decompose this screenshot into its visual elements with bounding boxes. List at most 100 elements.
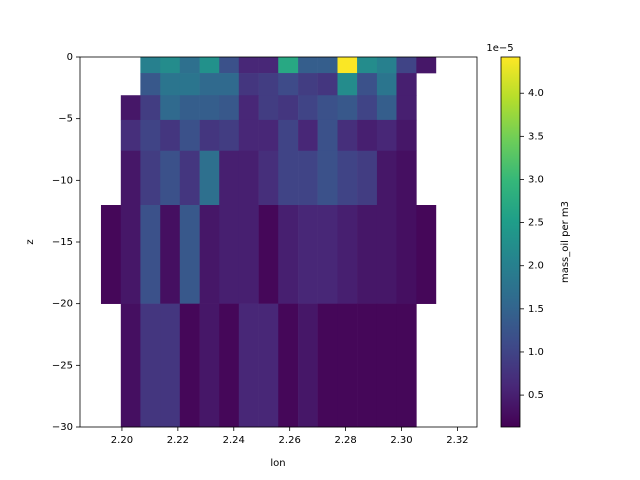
heatmap-cell bbox=[357, 205, 378, 304]
heatmap-cell bbox=[199, 119, 220, 152]
heatmap-cell bbox=[238, 119, 259, 152]
heatmap-cell bbox=[337, 150, 358, 206]
heatmap-cell bbox=[140, 303, 161, 428]
heatmap-cell bbox=[238, 95, 259, 121]
heatmap-cell bbox=[298, 73, 318, 96]
y-tick-label: −25 bbox=[52, 360, 73, 371]
heatmap-cell bbox=[376, 303, 397, 428]
heatmap-cell bbox=[337, 73, 358, 96]
heatmap bbox=[100, 57, 437, 428]
heatmap-cell bbox=[219, 73, 240, 96]
heatmap-cell bbox=[317, 303, 338, 428]
heatmap-cell bbox=[179, 95, 200, 121]
heatmap-cell bbox=[258, 57, 279, 74]
heatmap-cell bbox=[298, 150, 318, 206]
colorbar-tick-label: 2.5 bbox=[528, 218, 544, 229]
heatmap-cell bbox=[160, 150, 181, 206]
heatmap-cell bbox=[219, 57, 240, 74]
heatmap-cell bbox=[160, 57, 181, 74]
heatmap-cell bbox=[120, 95, 141, 121]
x-tick-label: 2.26 bbox=[279, 435, 301, 446]
heatmap-cell bbox=[100, 205, 122, 304]
heatmap-cell bbox=[278, 150, 299, 206]
heatmap-cell bbox=[298, 95, 318, 121]
heatmap-cell bbox=[258, 205, 279, 304]
heatmap-cell bbox=[199, 57, 220, 74]
heatmap-cell bbox=[357, 150, 378, 206]
heatmap-cell bbox=[258, 303, 279, 428]
y-tick-label: 0 bbox=[67, 52, 73, 63]
heatmap-cell bbox=[219, 119, 240, 152]
y-tick-label: −30 bbox=[52, 422, 73, 433]
heatmap-cell bbox=[140, 150, 161, 206]
x-tick-label: 2.30 bbox=[390, 435, 412, 446]
x-tick-label: 2.28 bbox=[334, 435, 356, 446]
heatmap-cell bbox=[376, 57, 397, 74]
heatmap-cell bbox=[258, 119, 279, 152]
heatmap-cell bbox=[199, 95, 220, 121]
heatmap-cell bbox=[219, 150, 240, 206]
heatmap-cell bbox=[120, 303, 141, 428]
heatmap-cell bbox=[278, 303, 299, 428]
heatmap-cell bbox=[140, 205, 161, 304]
heatmap-cell bbox=[396, 95, 417, 121]
heatmap-cell bbox=[298, 205, 318, 304]
heatmap-cell bbox=[238, 57, 259, 74]
heatmap-cell bbox=[317, 119, 338, 152]
heatmap-cell bbox=[199, 303, 220, 428]
y-tick-label: −10 bbox=[52, 175, 73, 186]
heatmap-cell bbox=[376, 119, 397, 152]
y-axis-label: z bbox=[25, 239, 36, 244]
heatmap-cell bbox=[219, 303, 240, 428]
x-tick-label: 2.22 bbox=[167, 435, 189, 446]
heatmap-cell bbox=[337, 303, 358, 428]
heatmap-cell bbox=[396, 57, 417, 74]
heatmap-cell bbox=[258, 73, 279, 96]
heatmap-cell bbox=[140, 57, 161, 74]
heatmap-cell bbox=[317, 73, 338, 96]
heatmap-cell bbox=[376, 95, 397, 121]
heatmap-cell bbox=[179, 73, 200, 96]
colorbar-tick-label: 1.0 bbox=[528, 347, 544, 358]
colorbar-tick-label: 1.5 bbox=[528, 304, 544, 315]
y-tick-label: −15 bbox=[52, 237, 73, 248]
heatmap-cell bbox=[317, 205, 338, 304]
heatmap-cell bbox=[416, 205, 437, 304]
heatmap-cell bbox=[376, 205, 397, 304]
heatmap-cell bbox=[238, 205, 259, 304]
heatmap-cell bbox=[199, 205, 220, 304]
heatmap-cell bbox=[298, 119, 318, 152]
heatmap-cell bbox=[140, 73, 161, 96]
heatmap-cell bbox=[357, 57, 378, 74]
colorbar-frame bbox=[500, 56, 521, 428]
colorbar-tick-label: 3.5 bbox=[528, 131, 544, 142]
heatmap-cell bbox=[140, 119, 161, 152]
heatmap-cell bbox=[160, 73, 181, 96]
heatmap-cell bbox=[416, 57, 437, 74]
heatmap-cell bbox=[278, 57, 299, 74]
heatmap-cell bbox=[278, 95, 299, 121]
heatmap-cell bbox=[317, 57, 338, 74]
heatmap-cell bbox=[160, 95, 181, 121]
heatmap-cell bbox=[317, 150, 338, 206]
x-tick-label: 2.20 bbox=[111, 435, 133, 446]
heatmap-cell bbox=[238, 150, 259, 206]
heatmap-cell bbox=[160, 205, 181, 304]
heatmap-cell bbox=[298, 303, 318, 428]
heatmap-cell bbox=[199, 150, 220, 206]
x-axis-label: lon bbox=[270, 458, 285, 469]
heatmap-cell bbox=[357, 303, 378, 428]
heatmap-cell bbox=[160, 303, 181, 428]
heatmap-cell bbox=[179, 150, 200, 206]
heatmap-cell bbox=[120, 119, 141, 152]
heatmap-cell bbox=[160, 119, 181, 152]
y-tick-label: −5 bbox=[58, 114, 73, 125]
heatmap-cell bbox=[396, 73, 417, 96]
heatmap-cell bbox=[396, 205, 417, 304]
heatmap-cell bbox=[120, 205, 141, 304]
heatmap-cell bbox=[337, 57, 358, 74]
heatmap-cell bbox=[179, 205, 200, 304]
colorbar-tick-label: 2.0 bbox=[528, 261, 544, 272]
heatmap-cell bbox=[219, 205, 240, 304]
